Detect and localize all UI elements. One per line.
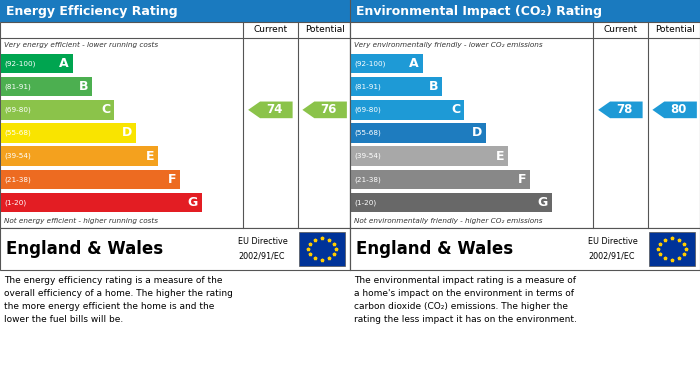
Text: 78: 78 [616, 103, 632, 117]
Text: (69-80): (69-80) [4, 107, 31, 113]
Text: G: G [538, 196, 548, 209]
Bar [0, 22, 350, 228]
Text: (39-54): (39-54) [4, 153, 31, 160]
Text: 2002/91/EC: 2002/91/EC [588, 251, 634, 260]
Bar [1, 146, 158, 166]
Bar [1, 100, 114, 120]
Bar [351, 193, 552, 212]
Bar [351, 146, 508, 166]
Bar [1, 77, 92, 97]
Text: A: A [410, 57, 419, 70]
Bar [1, 123, 136, 143]
Bar [351, 100, 464, 120]
Text: 74: 74 [266, 103, 282, 117]
Text: C: C [102, 103, 111, 117]
Text: D: D [122, 127, 132, 140]
Polygon shape [302, 102, 347, 118]
Bar [0, 228, 350, 270]
Bar [350, 22, 700, 228]
Bar [350, 228, 700, 270]
Polygon shape [598, 102, 643, 118]
Bar [350, 0, 700, 22]
Bar [1, 54, 73, 73]
Bar [351, 123, 486, 143]
Text: E: E [496, 150, 504, 163]
Text: B: B [429, 80, 438, 93]
Text: (81-91): (81-91) [354, 83, 381, 90]
Text: (92-100): (92-100) [4, 60, 36, 67]
Text: Environmental Impact (CO₂) Rating: Environmental Impact (CO₂) Rating [356, 5, 602, 18]
Text: 80: 80 [670, 103, 687, 117]
Bar [351, 170, 530, 189]
Text: B: B [79, 80, 88, 93]
Text: G: G [188, 196, 198, 209]
Text: (69-80): (69-80) [354, 107, 381, 113]
Text: Not energy efficient - higher running costs: Not energy efficient - higher running co… [4, 218, 158, 224]
Text: England & Wales: England & Wales [6, 240, 163, 258]
Text: EU Directive: EU Directive [588, 237, 638, 246]
Text: (1-20): (1-20) [4, 199, 26, 206]
Text: F: F [517, 173, 526, 186]
Text: Potential: Potential [654, 25, 694, 34]
Bar [1, 193, 202, 212]
Text: (81-91): (81-91) [4, 83, 31, 90]
Text: Not environmentally friendly - higher CO₂ emissions: Not environmentally friendly - higher CO… [354, 218, 542, 224]
Bar [0, 0, 350, 22]
Text: F: F [167, 173, 176, 186]
Text: (1-20): (1-20) [354, 199, 376, 206]
Text: Current: Current [253, 25, 288, 34]
Text: EU Directive: EU Directive [238, 237, 288, 246]
Text: D: D [472, 127, 482, 140]
Text: The energy efficiency rating is a measure of the
overall efficiency of a home. T: The energy efficiency rating is a measur… [4, 276, 233, 323]
Text: 2002/91/EC: 2002/91/EC [238, 251, 284, 260]
Bar [351, 54, 423, 73]
Bar [1, 170, 180, 189]
Bar [351, 77, 442, 97]
Text: England & Wales: England & Wales [356, 240, 513, 258]
Text: C: C [452, 103, 461, 117]
Text: Current: Current [603, 25, 638, 34]
Text: (55-68): (55-68) [354, 130, 381, 136]
Text: (92-100): (92-100) [354, 60, 386, 67]
Text: (55-68): (55-68) [4, 130, 31, 136]
Text: (39-54): (39-54) [354, 153, 381, 160]
Text: E: E [146, 150, 154, 163]
Text: Very energy efficient - lower running costs: Very energy efficient - lower running co… [4, 42, 158, 48]
Text: (21-38): (21-38) [354, 176, 381, 183]
Text: Potential: Potential [304, 25, 344, 34]
Text: The environmental impact rating is a measure of
a home's impact on the environme: The environmental impact rating is a mea… [354, 276, 577, 323]
Text: Energy Efficiency Rating: Energy Efficiency Rating [6, 5, 178, 18]
Text: A: A [60, 57, 69, 70]
Polygon shape [248, 102, 293, 118]
Bar [650, 232, 694, 266]
Text: 76: 76 [320, 103, 337, 117]
Text: Very environmentally friendly - lower CO₂ emissions: Very environmentally friendly - lower CO… [354, 42, 542, 48]
Bar [300, 232, 344, 266]
Polygon shape [652, 102, 697, 118]
Text: (21-38): (21-38) [4, 176, 31, 183]
